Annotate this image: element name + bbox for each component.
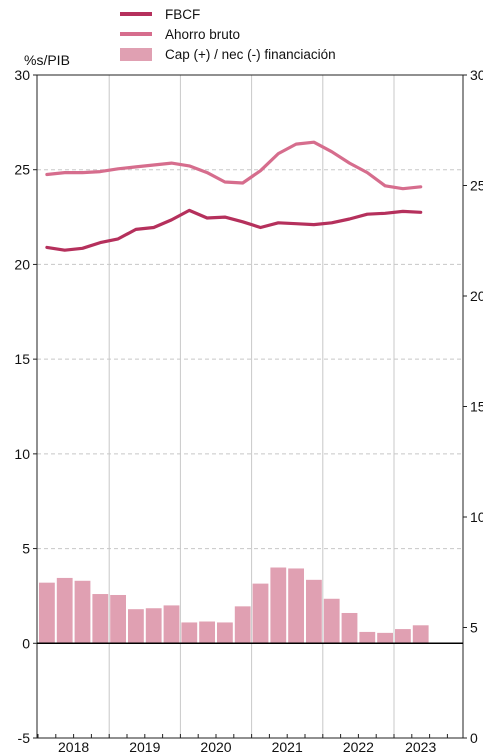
bar [145, 608, 162, 644]
bar [217, 622, 233, 644]
legend-item-ahorro: Ahorro bruto [120, 24, 336, 44]
line-series-0 [45, 208, 423, 252]
right-tick-label: 20 [470, 288, 483, 304]
legend-swatch-ahorro [120, 32, 152, 36]
legend-label-cap: Cap (+) / nec (-) financiación [165, 46, 336, 62]
x-year-label: 2018 [58, 739, 89, 754]
right-tick-label: 5 [470, 620, 478, 636]
y-axis-left: -5 0 5 10 15 20 25 30 [14, 67, 37, 746]
y-tick-label: 0 [22, 635, 30, 651]
legend: FBCF Ahorro bruto Cap (+) / nec (-) fina… [120, 4, 336, 64]
right-tick-label: 10 [470, 509, 483, 525]
bar [199, 621, 215, 644]
bar [359, 631, 376, 644]
bar [306, 579, 322, 644]
y-tick-label: 5 [22, 541, 30, 557]
y-tick-label: 10 [14, 446, 30, 462]
right-tick-label: 0 [470, 730, 478, 746]
legend-swatch-fbcf [120, 12, 152, 16]
legend-item-cap: Cap (+) / nec (-) financiación [120, 44, 336, 64]
line-series-1 [45, 140, 423, 191]
legend-label-fbcf: FBCF [165, 6, 201, 22]
x-year-label: 2021 [272, 739, 303, 754]
bar [395, 629, 411, 644]
x-axis: 2018 2019 2020 2021 2022 2023 [37, 734, 448, 754]
y-axis-right: 0 5 10 15 20 25 30 [463, 67, 483, 746]
x-year-label: 2019 [129, 739, 160, 754]
bar [39, 582, 55, 644]
bar [341, 612, 358, 644]
bar [252, 583, 269, 644]
bar-series [39, 567, 429, 644]
bar [270, 567, 287, 644]
y-tick-label: 15 [14, 351, 30, 367]
bar [56, 577, 73, 644]
legend-label-ahorro: Ahorro bruto [165, 26, 241, 42]
x-year-label: 2023 [405, 739, 436, 754]
bar [288, 568, 304, 644]
bar [128, 609, 144, 644]
y-tick-label: -5 [18, 730, 31, 746]
line-series [45, 140, 423, 252]
bar [234, 606, 251, 644]
bar [74, 580, 91, 644]
bar [412, 625, 429, 644]
y-tick-label: 30 [14, 67, 30, 83]
y-tick-label: 25 [14, 162, 30, 178]
bar [92, 594, 109, 644]
legend-item-fbcf: FBCF [120, 4, 336, 24]
legend-swatch-cap [120, 47, 152, 61]
grid [37, 75, 463, 738]
right-tick-label: 25 [470, 178, 483, 194]
bar [377, 632, 393, 644]
bar [163, 605, 180, 644]
x-year-label: 2020 [200, 739, 231, 754]
y-tick-label: 20 [14, 256, 30, 272]
right-tick-label: 30 [470, 67, 483, 83]
bar [110, 594, 126, 644]
x-year-label: 2022 [343, 739, 374, 754]
bar [181, 622, 198, 644]
right-tick-label: 15 [470, 399, 483, 415]
bar [323, 598, 340, 644]
y-axis-label: %s/PIB [24, 52, 70, 68]
